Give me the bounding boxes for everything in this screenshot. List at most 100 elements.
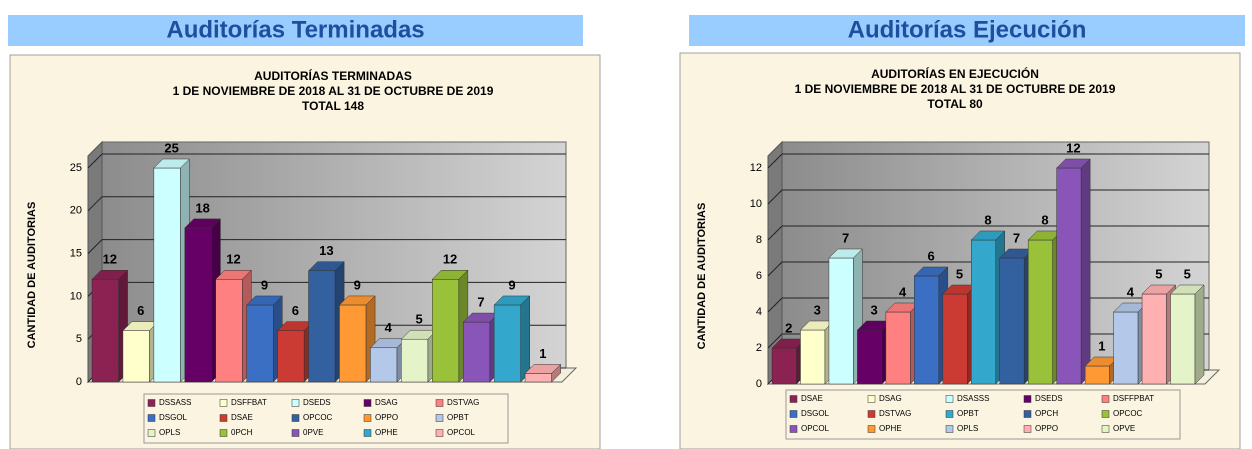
legend-label: DSEDS	[303, 398, 331, 407]
bar	[914, 275, 940, 385]
bar	[1027, 239, 1053, 385]
data-label: 4	[1127, 284, 1135, 299]
legend-label: OPCH	[1035, 409, 1058, 418]
bar-side	[1194, 284, 1205, 385]
data-label: 25	[164, 140, 178, 155]
legend-swatch	[867, 395, 876, 403]
data-label: 12	[1066, 140, 1080, 155]
y-tick-label: 10	[70, 290, 82, 302]
y-axis-label: CANTIDAD DE AUDITORIAS	[26, 202, 38, 349]
legend-label: DSAE	[231, 413, 253, 422]
legend-label: OPBT	[447, 413, 469, 422]
bar	[432, 279, 460, 383]
y-tick-label: 0	[76, 376, 82, 388]
bar	[462, 321, 491, 383]
bar	[401, 338, 429, 383]
legend-swatch	[1023, 425, 1032, 433]
legend-label: DSTVAG	[879, 409, 911, 418]
data-label: 6	[927, 248, 934, 263]
bar	[999, 257, 1025, 385]
legend-label: DSGOL	[801, 409, 830, 418]
data-label: 2	[785, 320, 792, 335]
data-label: 5	[1184, 266, 1191, 281]
bar-side	[520, 295, 530, 383]
bar	[91, 279, 119, 383]
legend-swatch	[147, 414, 156, 422]
legend-swatch	[789, 425, 798, 433]
legend-label: OPCOL	[447, 428, 476, 437]
chart-title: TOTAL 148	[302, 99, 364, 113]
legend-swatch	[1101, 425, 1110, 433]
bar	[1056, 167, 1082, 385]
legend-swatch	[867, 425, 876, 433]
data-label: 9	[508, 277, 515, 292]
legend-label: 0PCH	[231, 428, 253, 437]
bar-side	[551, 363, 561, 383]
y-tick-label: 10	[750, 198, 762, 210]
legend-swatch	[363, 399, 372, 407]
bar	[370, 347, 398, 383]
bar	[246, 304, 274, 383]
data-label: 5	[1155, 266, 1162, 281]
legend-label: 0PVE	[303, 428, 323, 437]
panel-header: Auditorías Ejecución	[848, 16, 1087, 43]
bar	[339, 304, 367, 383]
legend-label: DSGOL	[159, 413, 188, 422]
legend-label: OPPO	[1035, 424, 1058, 433]
legend-swatch	[435, 429, 444, 437]
data-label: 1	[539, 346, 546, 361]
chart-title: AUDITORÍAS TERMINADAS	[254, 68, 412, 83]
legend-swatch	[291, 399, 300, 407]
legend-swatch	[291, 429, 300, 437]
grid-line	[767, 261, 783, 277]
data-label: 4	[385, 320, 393, 335]
y-tick-label: 0	[756, 378, 762, 390]
legend-label: OPLS	[957, 424, 978, 433]
legend-swatch	[147, 399, 156, 407]
chart-title: TOTAL 80	[927, 97, 983, 111]
y-tick-label: 6	[756, 270, 762, 282]
legend-swatch	[1101, 410, 1110, 418]
grid-line	[767, 297, 783, 313]
grid-line	[87, 153, 103, 169]
data-label: 3	[871, 302, 878, 317]
bar	[153, 167, 181, 383]
legend-swatch	[363, 414, 372, 422]
bar	[1084, 365, 1110, 385]
legend-swatch	[867, 410, 876, 418]
legend-swatch	[435, 414, 444, 422]
legend-label: OPCOC	[1113, 409, 1143, 418]
bar	[1113, 311, 1139, 385]
data-label: 5	[956, 266, 963, 281]
chart-title: 1 DE NOVIEMBRE DE 2018 AL 31 DE OCTUBRE …	[173, 84, 494, 98]
legend-label: OPBT	[957, 409, 979, 418]
data-label: 8	[1041, 212, 1048, 227]
bar	[942, 293, 968, 385]
legend-swatch	[219, 414, 228, 422]
legend-swatch	[1101, 395, 1110, 403]
legend-swatch	[219, 429, 228, 437]
data-label: 13	[319, 243, 333, 258]
y-axis-label: CANTIDAD DE AUDITORIAS	[696, 203, 708, 350]
bar	[1141, 293, 1167, 385]
legend-label: OPVE	[1113, 424, 1135, 433]
legend-swatch	[789, 395, 798, 403]
data-label: 7	[1013, 230, 1020, 245]
legend-box	[143, 393, 509, 444]
data-label: 7	[477, 295, 484, 310]
legend-swatch	[435, 399, 444, 407]
legend-swatch	[147, 429, 156, 437]
bar	[493, 304, 521, 383]
data-label: 5	[416, 312, 423, 327]
legend-label: OPCOC	[303, 413, 333, 422]
y-tick-label: 2	[756, 342, 762, 354]
legend-label: DSEDS	[1035, 394, 1063, 403]
bar	[885, 311, 911, 385]
panel-header: Auditorías Terminadas	[166, 16, 424, 43]
data-label: 1	[1098, 338, 1105, 353]
legend-label: OPCOL	[801, 424, 830, 433]
legend-label: DSAE	[801, 394, 823, 403]
legend-label: DSAG	[879, 394, 902, 403]
y-tick-label: 15	[70, 248, 82, 260]
